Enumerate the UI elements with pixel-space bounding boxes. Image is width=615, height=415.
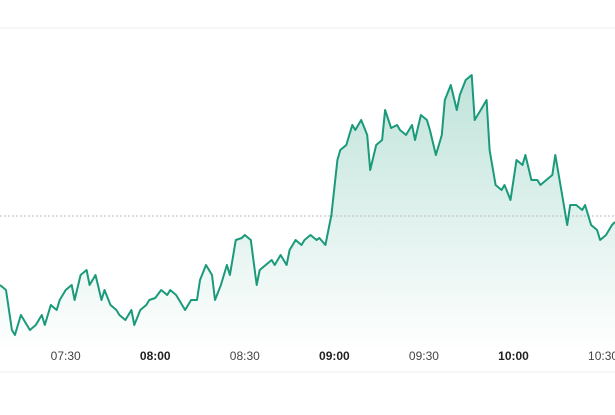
x-tick-label: 10:30 [588,349,615,363]
x-tick-label: 08:00 [140,349,171,363]
x-tick-label: 09:00 [319,349,350,363]
line [0,74,615,336]
x-tick-label: 08:30 [230,349,260,363]
area [0,75,615,350]
x-tick-label: 07:30 [51,349,81,363]
x-tick-label: 10:00 [498,349,529,363]
x-tick-label: 09:30 [409,349,439,363]
